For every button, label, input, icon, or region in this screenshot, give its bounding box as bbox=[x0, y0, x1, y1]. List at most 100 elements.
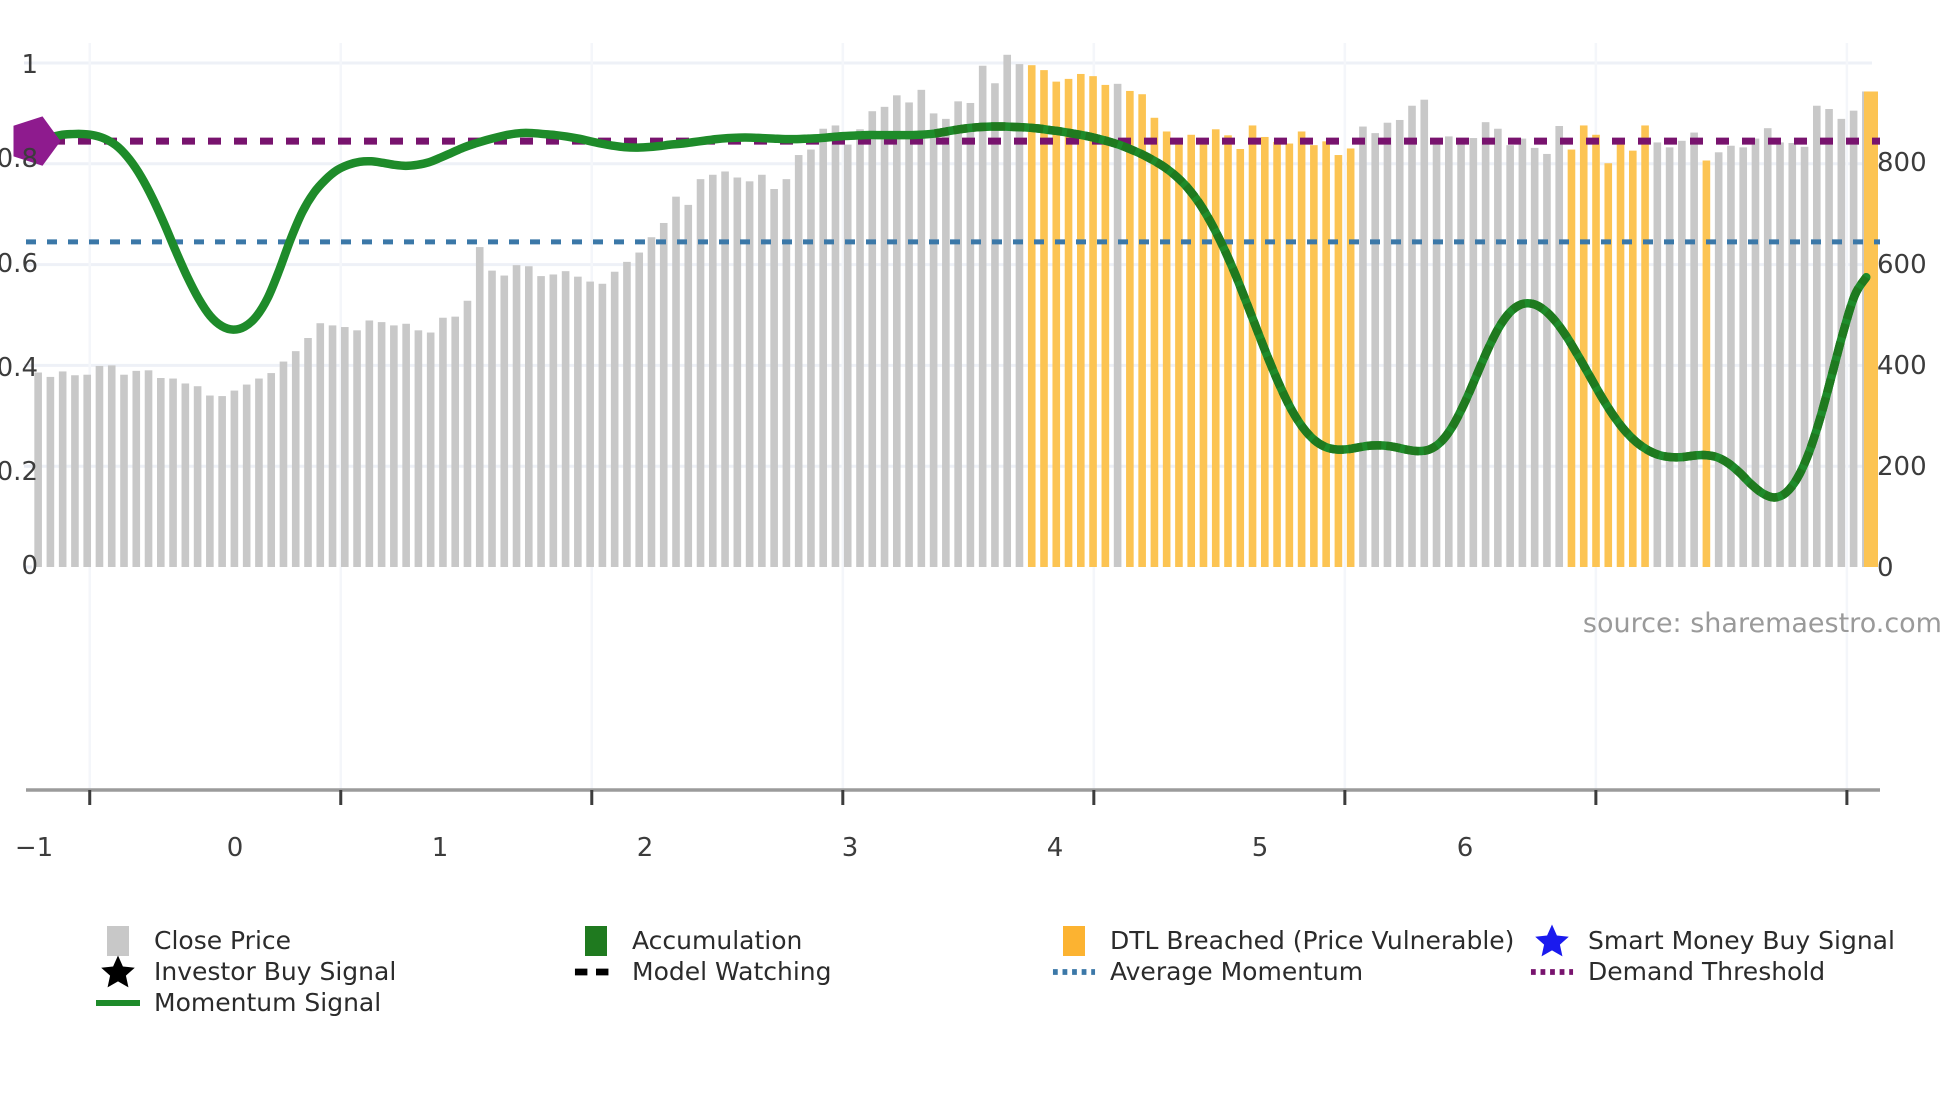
bar-close-price bbox=[1530, 147, 1539, 567]
legend-swatch-dotted-line-icon bbox=[1052, 967, 1096, 977]
bar-close-price bbox=[929, 113, 938, 568]
bar-close-price bbox=[157, 378, 165, 567]
bar-close-price bbox=[1714, 152, 1723, 568]
bar-close-price bbox=[169, 378, 177, 567]
bar-close-price bbox=[831, 125, 840, 567]
legend-item-model-watching[interactable]: Model Watching bbox=[574, 956, 1052, 987]
color-swatch-icon bbox=[585, 925, 607, 956]
star-icon bbox=[101, 955, 135, 987]
bar-close-price bbox=[279, 361, 288, 567]
bar-dtl-breached bbox=[1641, 125, 1649, 567]
bar-close-price bbox=[512, 265, 521, 567]
bar-close-price bbox=[1395, 119, 1404, 567]
bar-dtl-breached bbox=[1864, 91, 1878, 568]
legend-swatch-star-icon bbox=[96, 953, 140, 991]
bar-dtl-breached bbox=[1211, 129, 1220, 568]
bar-close-price bbox=[426, 332, 435, 567]
bar-close-price bbox=[206, 395, 214, 567]
legend-item-average-momentum[interactable]: Average Momentum bbox=[1052, 956, 1530, 987]
bar-close-price bbox=[1457, 144, 1465, 567]
legend-item-label: Demand Threshold bbox=[1588, 957, 1826, 986]
bar-close-price bbox=[537, 276, 545, 567]
bar-close-price bbox=[353, 330, 361, 567]
bar-close-price bbox=[843, 144, 852, 567]
bar-close-price bbox=[1825, 109, 1833, 568]
bar-close-price bbox=[58, 371, 67, 567]
bar-close-price bbox=[856, 129, 864, 568]
bar-dtl-breached bbox=[1322, 141, 1330, 567]
bar-dtl-breached bbox=[1285, 143, 1294, 567]
bar-close-price bbox=[1003, 54, 1012, 567]
bar-close-price bbox=[561, 271, 570, 567]
bar-close-price bbox=[71, 375, 79, 567]
bar-close-price bbox=[1763, 128, 1772, 567]
legend-item-demand-threshold[interactable]: Demand Threshold bbox=[1530, 956, 1950, 987]
bar-dtl-breached bbox=[1052, 81, 1061, 567]
bar-dtl-breached bbox=[1579, 125, 1588, 567]
legend-item-dtl-breached-price-vulnerable[interactable]: DTL Breached (Price Vulnerable) bbox=[1052, 925, 1530, 956]
bar-close-price bbox=[181, 383, 190, 567]
bar-close-price bbox=[1469, 138, 1478, 568]
bar-dtl-breached bbox=[1064, 78, 1073, 567]
solid-line-icon bbox=[96, 999, 140, 1006]
bar-close-price bbox=[525, 266, 533, 567]
bar-close-price bbox=[83, 374, 92, 567]
legend-swatch-solid-line-icon bbox=[96, 999, 140, 1006]
bar-dtl-breached bbox=[1027, 65, 1036, 567]
bar-dtl-breached bbox=[1175, 141, 1183, 567]
bar-close-price bbox=[745, 181, 754, 567]
bar-close-price bbox=[365, 320, 374, 567]
bar-close-price bbox=[893, 95, 901, 567]
bar-dtl-breached bbox=[1138, 94, 1146, 567]
dotted-line-icon bbox=[1530, 968, 1574, 975]
bar-dtl-breached bbox=[1101, 84, 1110, 567]
bar-close-price bbox=[696, 179, 705, 567]
y-axis-left-tick-06: 0.6 bbox=[0, 249, 38, 279]
bar-close-price bbox=[966, 102, 975, 568]
bar-close-price bbox=[758, 174, 766, 567]
bar-dtl-breached bbox=[1346, 148, 1355, 567]
bar-close-price bbox=[390, 325, 398, 567]
bar-close-price bbox=[488, 270, 496, 567]
legend-item-label: Momentum Signal bbox=[154, 988, 382, 1017]
bar-close-price bbox=[1800, 146, 1809, 567]
bar-close-price bbox=[451, 316, 460, 567]
bar-close-price bbox=[46, 376, 55, 567]
bar-close-price bbox=[1506, 145, 1514, 568]
legend-item-close-price[interactable]: Close Price bbox=[96, 925, 574, 956]
start-pentagon-marker bbox=[13, 116, 61, 166]
legend-item-label: Close Price bbox=[154, 926, 292, 955]
bar-close-price bbox=[917, 89, 926, 567]
bar-dtl-breached bbox=[1702, 160, 1711, 567]
bar-dtl-breached bbox=[1334, 155, 1343, 567]
bar-dtl-breached bbox=[1248, 125, 1257, 567]
legend-item-label: Investor Buy Signal bbox=[154, 957, 397, 986]
bar-close-price bbox=[377, 322, 386, 567]
bar-close-price bbox=[267, 373, 276, 567]
bar-close-price bbox=[794, 155, 803, 567]
bar-close-price bbox=[721, 171, 729, 567]
bar-dtl-breached bbox=[1187, 134, 1196, 567]
bar-close-price bbox=[807, 149, 815, 567]
bar-dtl-breached bbox=[1297, 131, 1306, 568]
bar-close-price bbox=[316, 323, 325, 567]
x-axis-tick--1: −1 bbox=[14, 833, 54, 863]
bar-close-price bbox=[782, 179, 791, 567]
legend-swatch-dotted-line-icon bbox=[1530, 967, 1574, 977]
y-axis-left-tick-02: 0.2 bbox=[0, 457, 38, 487]
bar-close-price bbox=[574, 276, 582, 567]
bar-close-price bbox=[144, 370, 153, 567]
legend-item-smart-money-buy-signal[interactable]: Smart Money Buy Signal bbox=[1530, 924, 1950, 956]
bar-close-price bbox=[1383, 122, 1392, 568]
bar-close-price bbox=[193, 386, 202, 567]
legend-item-momentum-signal[interactable]: Momentum Signal bbox=[96, 987, 574, 1018]
source-note: source: sharemaestro.com bbox=[1582, 608, 1942, 639]
bar-close-price bbox=[414, 330, 423, 567]
bar-close-price bbox=[684, 204, 693, 567]
legend-item-accumulation[interactable]: Accumulation bbox=[574, 925, 1052, 956]
bar-close-price bbox=[709, 174, 717, 567]
legend-item-investor-buy-signal[interactable]: Investor Buy Signal bbox=[96, 955, 574, 987]
y-axis-right-tick-400: 400 bbox=[1877, 351, 1927, 381]
